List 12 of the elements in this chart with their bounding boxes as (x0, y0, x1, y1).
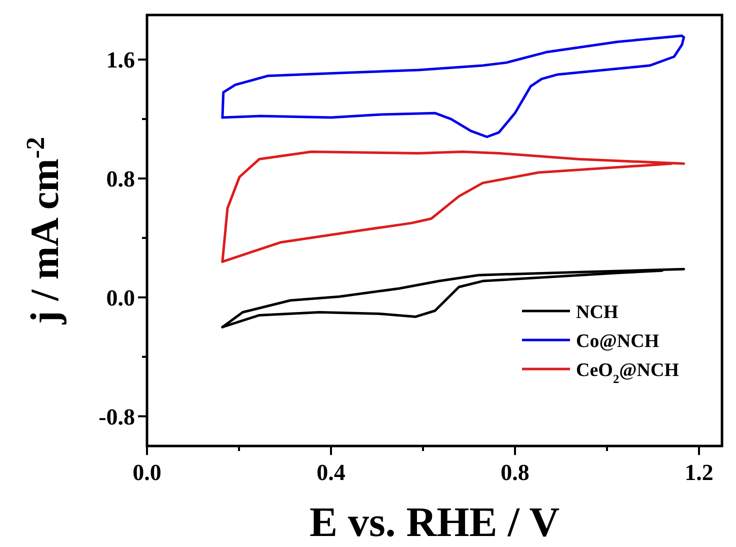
legend-label: Co@NCH (576, 331, 660, 352)
y-tick-label: 0.0 (106, 285, 135, 310)
y-tick-label: 1.6 (106, 48, 135, 73)
x-tick-label: 0.0 (132, 460, 162, 485)
x-tick-label: 0.8 (500, 460, 530, 485)
legend-label: NCH (576, 302, 618, 323)
x-tick-label: 0.4 (316, 460, 346, 485)
y-tick-label: -0.8 (98, 404, 135, 430)
legend-label: CeO$_{2}$@NCH (576, 360, 680, 386)
x-axis-title: E vs. RHE / V (309, 500, 560, 546)
x-tick-label: 1.2 (684, 460, 714, 485)
y-tick-label: 0.8 (106, 166, 135, 192)
